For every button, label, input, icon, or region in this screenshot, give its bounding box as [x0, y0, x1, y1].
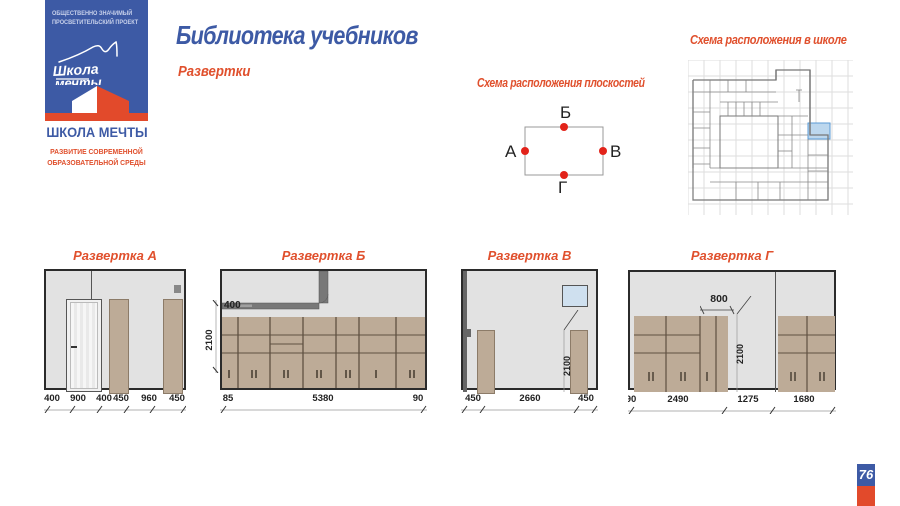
svg-text:85: 85 [223, 393, 234, 404]
svg-text:Г: Г [558, 178, 567, 197]
svg-text:800: 800 [710, 293, 728, 305]
svg-text:400: 400 [224, 300, 241, 311]
svg-text:2100: 2100 [204, 329, 215, 350]
svg-text:2490: 2490 [667, 394, 688, 405]
svg-text:1275: 1275 [737, 394, 759, 405]
svg-text:5380: 5380 [312, 393, 333, 404]
svg-text:2100: 2100 [562, 356, 572, 376]
svg-text:2100: 2100 [735, 344, 745, 364]
svg-text:1680: 1680 [793, 394, 814, 405]
svg-text:90: 90 [413, 393, 424, 404]
svg-text:400: 400 [44, 393, 60, 404]
svg-text:мечты: мечты [55, 74, 102, 85]
svg-text:450: 450 [113, 393, 129, 404]
svg-text:450: 450 [169, 393, 185, 404]
svg-text:2660: 2660 [519, 393, 540, 404]
svg-text:В: В [610, 142, 621, 161]
svg-text:90: 90 [628, 394, 636, 405]
svg-text:400: 400 [96, 393, 112, 404]
svg-text:А: А [505, 142, 517, 161]
svg-text:900: 900 [70, 393, 86, 404]
svg-text:450: 450 [578, 393, 594, 404]
svg-text:Б: Б [560, 103, 571, 122]
svg-text:450: 450 [465, 393, 481, 404]
svg-text:960: 960 [141, 393, 157, 404]
